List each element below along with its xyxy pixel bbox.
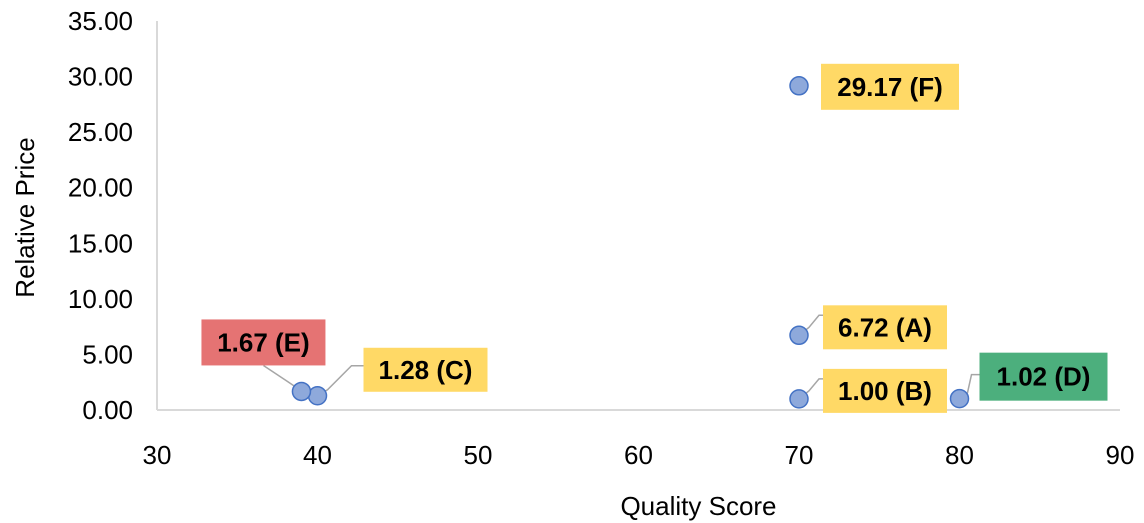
x-tick-label: 60 xyxy=(624,440,653,470)
data-label-box xyxy=(201,319,326,366)
data-label: 29.17 (F) xyxy=(837,72,943,102)
data-label: 1.00 (B) xyxy=(838,376,932,406)
x-tick-label: 30 xyxy=(143,440,172,470)
y-axis-title: Relative Price xyxy=(10,137,40,297)
y-tick-label: 5.00 xyxy=(82,339,133,369)
data-point xyxy=(949,388,970,409)
data-label: 1.02 (D) xyxy=(997,362,1091,392)
y-tick-label: 30.00 xyxy=(68,62,133,92)
x-tick-label: 80 xyxy=(945,440,974,470)
data-label-box xyxy=(363,347,488,392)
data-label-box xyxy=(823,305,947,350)
data-label-box xyxy=(979,352,1108,401)
data-point xyxy=(789,76,809,96)
data-label: 1.67 (E) xyxy=(217,327,310,357)
x-tick-label: 50 xyxy=(464,440,493,470)
data-label: 6.72 (A) xyxy=(838,312,932,342)
x-tick-label: 40 xyxy=(303,440,332,470)
data-point xyxy=(789,389,809,409)
data-point xyxy=(789,325,809,346)
x-tick-label: 70 xyxy=(785,440,814,470)
x-tick-label: 90 xyxy=(1106,440,1135,470)
y-tick-label: 10.00 xyxy=(68,284,133,314)
y-tick-label: 25.00 xyxy=(68,117,133,147)
data-point xyxy=(307,386,328,406)
data-label-box xyxy=(821,63,959,110)
y-tick-label: 35.00 xyxy=(68,6,133,36)
y-tick-label: 20.00 xyxy=(68,173,133,203)
x-axis-title: Quality Score xyxy=(620,491,776,521)
y-tick-labels: 0.00 5.00 10.00 15.00 20.00 25.00 30.00 35.00 xyxy=(68,6,133,425)
data-labels: 6.72 (A) 1.00 (B) 1.28 (C) 1.02 (D) 1.67 (E)… xyxy=(201,63,1108,413)
data-point xyxy=(291,381,312,402)
x-tick-labels: 30 40 50 60 70 80 90 xyxy=(143,440,1135,470)
y-tick-label: 0.00 xyxy=(82,395,133,425)
y-tick-label: 15.00 xyxy=(68,228,133,258)
data-points xyxy=(291,76,970,409)
data-label-box xyxy=(823,368,947,413)
data-label: 1.28 (C) xyxy=(379,355,473,385)
